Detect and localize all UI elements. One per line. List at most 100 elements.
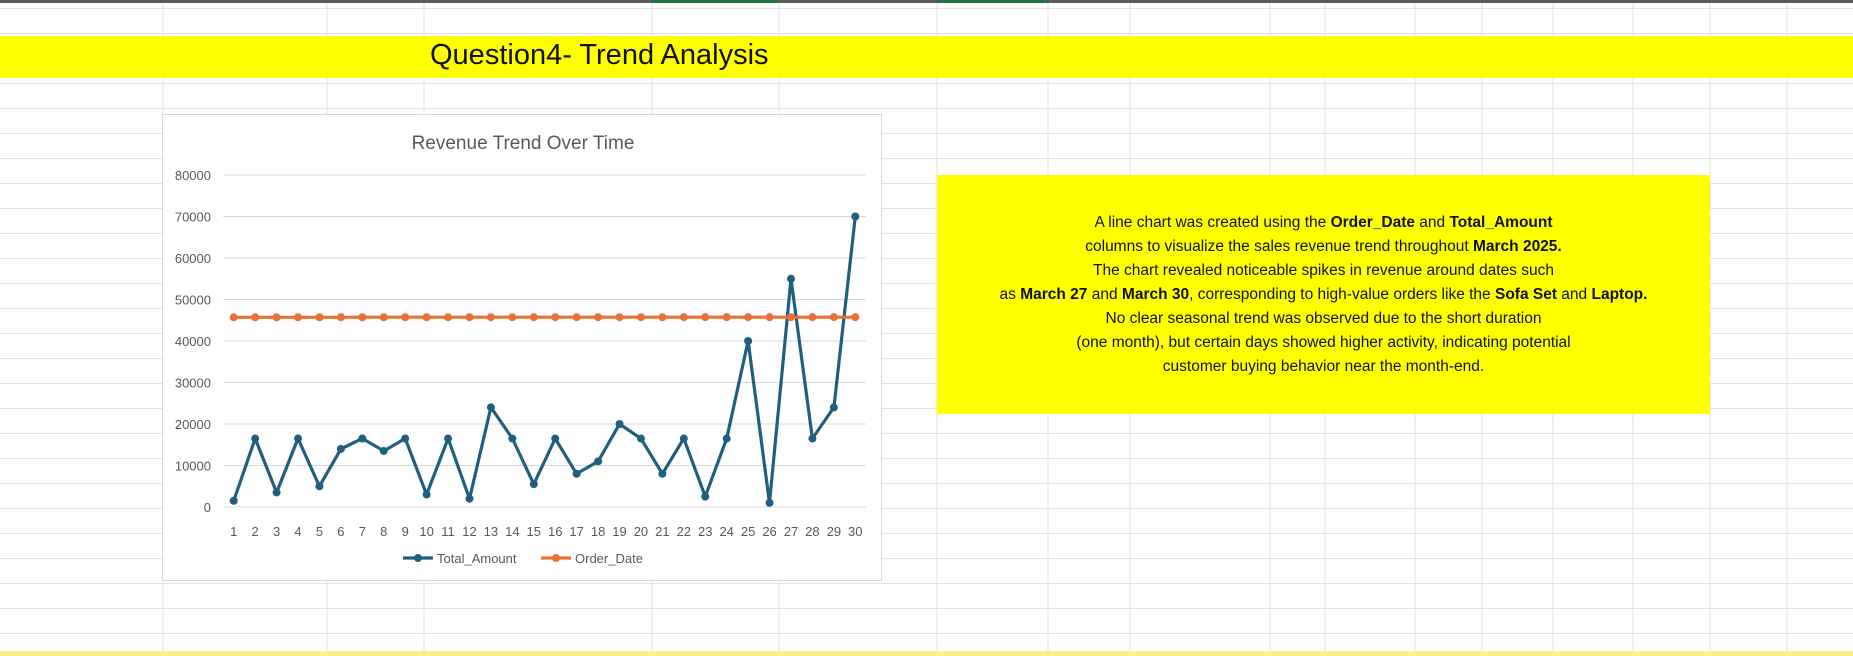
- y-tick-label: 20000: [175, 417, 211, 432]
- data-point-Total_Amount[interactable]: [851, 212, 860, 221]
- data-point-Order_Date[interactable]: [658, 313, 667, 322]
- data-point-Order_Date[interactable]: [765, 313, 774, 322]
- data-point-Total_Amount[interactable]: [294, 434, 303, 443]
- data-point-Total_Amount[interactable]: [744, 337, 753, 345]
- data-point-Total_Amount[interactable]: [658, 469, 667, 478]
- data-point-Total_Amount[interactable]: [765, 498, 774, 507]
- data-point-Order_Date[interactable]: [358, 313, 367, 322]
- note-emphasis: Laptop.: [1591, 286, 1648, 303]
- data-point-Total_Amount[interactable]: [444, 434, 453, 443]
- x-tick-label: 29: [827, 524, 841, 539]
- data-point-Order_Date[interactable]: [701, 313, 710, 322]
- data-point-Order_Date[interactable]: [572, 313, 581, 322]
- data-point-Total_Amount[interactable]: [272, 488, 281, 497]
- data-point-Order_Date[interactable]: [636, 313, 645, 322]
- data-point-Order_Date[interactable]: [336, 313, 345, 322]
- data-point-Total_Amount[interactable]: [786, 274, 795, 283]
- data-point-Order_Date[interactable]: [722, 313, 731, 322]
- x-tick-label: 17: [569, 524, 583, 539]
- data-point-Total_Amount[interactable]: [679, 434, 688, 443]
- y-tick-label: 50000: [175, 293, 211, 308]
- data-point-Total_Amount[interactable]: [336, 444, 345, 453]
- data-point-Order_Date[interactable]: [829, 313, 838, 322]
- x-tick-label: 30: [848, 524, 862, 539]
- chart-title: Revenue Trend Over Time: [412, 133, 635, 154]
- data-point-Total_Amount[interactable]: [722, 434, 731, 443]
- series-line-Total_Amount[interactable]: [232, 216, 857, 505]
- y-tick-label: 30000: [175, 376, 211, 391]
- data-point-Order_Date[interactable]: [679, 313, 688, 322]
- x-tick-label: 21: [655, 524, 669, 539]
- y-tick-label: 10000: [175, 459, 211, 474]
- data-point-Total_Amount[interactable]: [486, 403, 495, 412]
- note-line: customer buying behavior near the month-…: [937, 355, 1710, 379]
- data-point-Total_Amount[interactable]: [508, 434, 517, 443]
- data-point-Order_Date[interactable]: [594, 313, 603, 322]
- data-point-Total_Amount[interactable]: [358, 434, 367, 443]
- data-point-Total_Amount[interactable]: [251, 434, 260, 443]
- data-point-Total_Amount[interactable]: [551, 434, 560, 443]
- data-point-Order_Date[interactable]: [422, 313, 431, 322]
- data-point-Total_Amount[interactable]: [636, 434, 645, 443]
- data-point-Order_Date[interactable]: [401, 313, 410, 322]
- analysis-note[interactable]: A line chart was created using the Order…: [937, 175, 1710, 414]
- data-point-Total_Amount[interactable]: [401, 434, 410, 443]
- data-point-Total_Amount[interactable]: [379, 446, 388, 455]
- data-point-Order_Date[interactable]: [251, 313, 260, 322]
- x-tick-label: 2: [252, 524, 259, 539]
- data-point-Order_Date[interactable]: [786, 313, 795, 322]
- x-tick-label: 16: [548, 524, 562, 539]
- data-point-Order_Date[interactable]: [851, 313, 860, 322]
- note-text: customer buying behavior near the month-…: [1162, 358, 1485, 375]
- data-point-Total_Amount[interactable]: [529, 480, 538, 489]
- data-point-Total_Amount[interactable]: [315, 482, 324, 491]
- data-point-Order_Date[interactable]: [808, 313, 817, 322]
- column-selection-marker: [652, 0, 779, 3]
- y-tick-label: 70000: [175, 210, 211, 225]
- data-point-Order_Date[interactable]: [551, 313, 560, 322]
- note-line: columns to visualize the sales revenue t…: [937, 235, 1710, 259]
- data-point-Order_Date[interactable]: [229, 313, 238, 322]
- data-point-Total_Amount[interactable]: [615, 420, 624, 428]
- data-point-Total_Amount[interactable]: [229, 496, 238, 505]
- note-text: and: [1087, 286, 1122, 303]
- data-point-Order_Date[interactable]: [315, 313, 324, 322]
- data-point-Order_Date[interactable]: [744, 313, 753, 322]
- data-point-Order_Date[interactable]: [486, 313, 495, 322]
- legend-label: Total_Amount: [437, 551, 517, 566]
- x-tick-label: 3: [273, 524, 280, 539]
- note-emphasis: Total_Amount: [1449, 214, 1553, 231]
- x-tick-label: 13: [484, 524, 498, 539]
- data-point-Total_Amount[interactable]: [422, 490, 431, 499]
- note-text: as: [999, 286, 1021, 303]
- data-point-Order_Date[interactable]: [529, 313, 538, 322]
- data-point-Total_Amount[interactable]: [465, 494, 474, 503]
- note-line: as March 27 and March 30, corresponding …: [937, 283, 1710, 307]
- data-point-Total_Amount[interactable]: [808, 434, 817, 443]
- data-point-Total_Amount[interactable]: [572, 469, 581, 478]
- data-point-Order_Date[interactable]: [444, 313, 453, 322]
- x-tick-label: 15: [527, 524, 541, 539]
- legend-marker: [414, 554, 422, 562]
- note-text: columns to visualize the sales revenue t…: [1085, 238, 1473, 255]
- chart-canvas: Revenue Trend Over Time 0 10000 20000 30000 4…: [175, 133, 866, 566]
- data-point-Order_Date[interactable]: [294, 313, 303, 322]
- data-point-Order_Date[interactable]: [615, 313, 624, 322]
- data-point-Total_Amount[interactable]: [701, 492, 710, 501]
- x-tick-label: 18: [591, 524, 605, 539]
- data-point-Order_Date[interactable]: [508, 313, 517, 322]
- data-point-Order_Date[interactable]: [465, 313, 474, 322]
- x-tick-label: 12: [462, 524, 476, 539]
- x-tick-label: 5: [316, 524, 323, 539]
- x-tick-label: 8: [380, 524, 387, 539]
- note-emphasis: March 30: [1121, 286, 1190, 303]
- data-point-Order_Date[interactable]: [272, 313, 281, 322]
- note-text: and: [1557, 286, 1592, 303]
- x-tick-label: 14: [505, 524, 519, 539]
- data-point-Total_Amount[interactable]: [829, 403, 838, 412]
- data-point-Order_Date[interactable]: [379, 313, 388, 322]
- revenue-chart[interactable]: Revenue Trend Over Time 0 10000 20000 30000 4…: [162, 114, 882, 581]
- data-point-Total_Amount[interactable]: [594, 457, 603, 466]
- x-tick-label: 7: [359, 524, 366, 539]
- x-tick-label: 11: [441, 524, 455, 539]
